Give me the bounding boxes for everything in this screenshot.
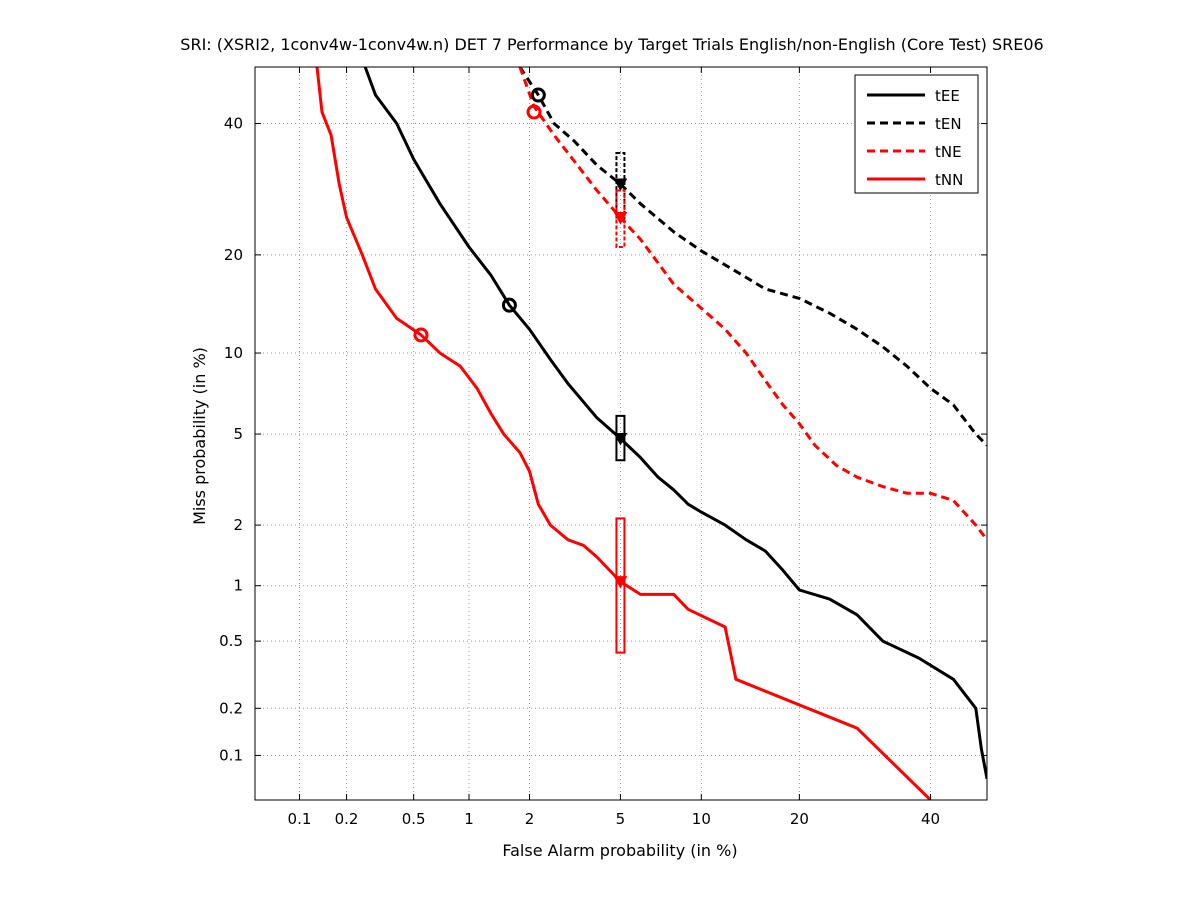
chart-title: SRI: (XSRI2, 1conv4w-1conv4w.n) DET 7 Pe… [180,35,1043,54]
legend-label-tne: tNE [935,143,962,161]
y-tick-label: 0.1 [219,746,243,764]
legend: tEE tEN tNE tNN [854,74,979,194]
x-tick-label: 0.5 [402,810,426,828]
x-axis-label: False Alarm probability (in %) [502,841,737,860]
plot-border [254,66,988,801]
confidence-box-tnn [615,517,626,654]
min-dcf-marker-tee [501,297,517,313]
x-tick-label: 1 [464,810,474,828]
legend-label-tnn: tNN [935,171,963,189]
min-dcf-marker-tne [526,104,542,120]
y-axis-ticks: 0.1 0.2 0.5 1 2 5 10 20 40 [219,115,987,764]
y-tick-label: 2 [233,516,243,534]
x-tick-label: 20 [790,810,809,828]
y-tick-label: 1 [233,577,243,595]
y-tick-label: 20 [224,246,243,264]
x-tick-label: 2 [525,810,535,828]
series-lines [315,67,987,800]
confidence-box-ten [615,152,626,219]
x-tick-label: 0.1 [288,810,312,828]
x-tick-label: 0.2 [335,810,359,828]
series-line-tee [363,67,987,779]
series-line-tnn [315,67,932,800]
act-dcf-marker-tne [613,212,628,225]
confidence-box-tne [615,189,626,249]
act-dcf-marker-ten [613,178,628,192]
min-dcf-marker-tnn [413,327,429,343]
x-tick-label: 40 [921,810,940,828]
x-tick-label: 5 [616,810,626,828]
legend-label-ten: tEN [935,115,962,133]
y-tick-label: 10 [224,344,243,362]
x-axis-ticks: 0.1 0.2 0.5 1 2 5 10 20 40 [288,67,940,828]
y-tick-label: 0.5 [219,632,243,650]
y-tick-label: 40 [224,115,243,133]
operating-point-markers [413,87,628,654]
series-line-ten [518,67,987,447]
y-tick-label: 5 [233,425,243,443]
act-dcf-marker-tnn [613,576,628,589]
act-dcf-marker-tee [613,432,628,446]
legend-label-tee: tEE [935,87,960,105]
y-tick-label: 0.2 [219,699,243,717]
y-axis-label: Miss probability (in %) [190,347,209,525]
min-dcf-marker-ten [530,87,546,103]
x-tick-label: 10 [692,810,711,828]
